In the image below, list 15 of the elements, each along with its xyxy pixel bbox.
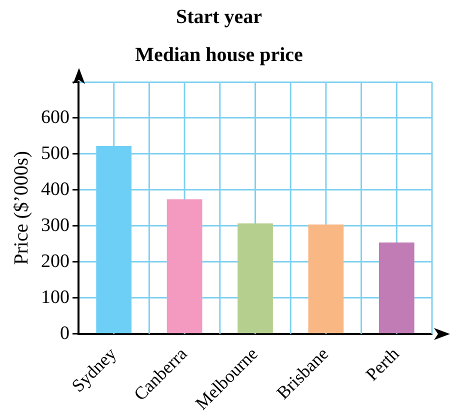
y-tick-label: 100: [41, 286, 70, 308]
y-tick-label: 500: [41, 142, 70, 164]
y-tick-label: 300: [41, 214, 70, 236]
y-tick-label: 200: [41, 250, 70, 272]
y-tick-label: 600: [41, 106, 70, 128]
bar: [308, 224, 344, 334]
bar: [378, 242, 414, 334]
y-axis-title: Price ($’000s): [10, 151, 32, 265]
bar: [96, 146, 132, 334]
bar: [238, 223, 273, 334]
bar: [166, 199, 202, 334]
y-tick-label: 400: [41, 178, 70, 200]
y-tick-label: 0: [60, 322, 70, 344]
chart-title: Start year: [176, 6, 262, 28]
chart-subtitle: Median house price: [135, 44, 304, 66]
